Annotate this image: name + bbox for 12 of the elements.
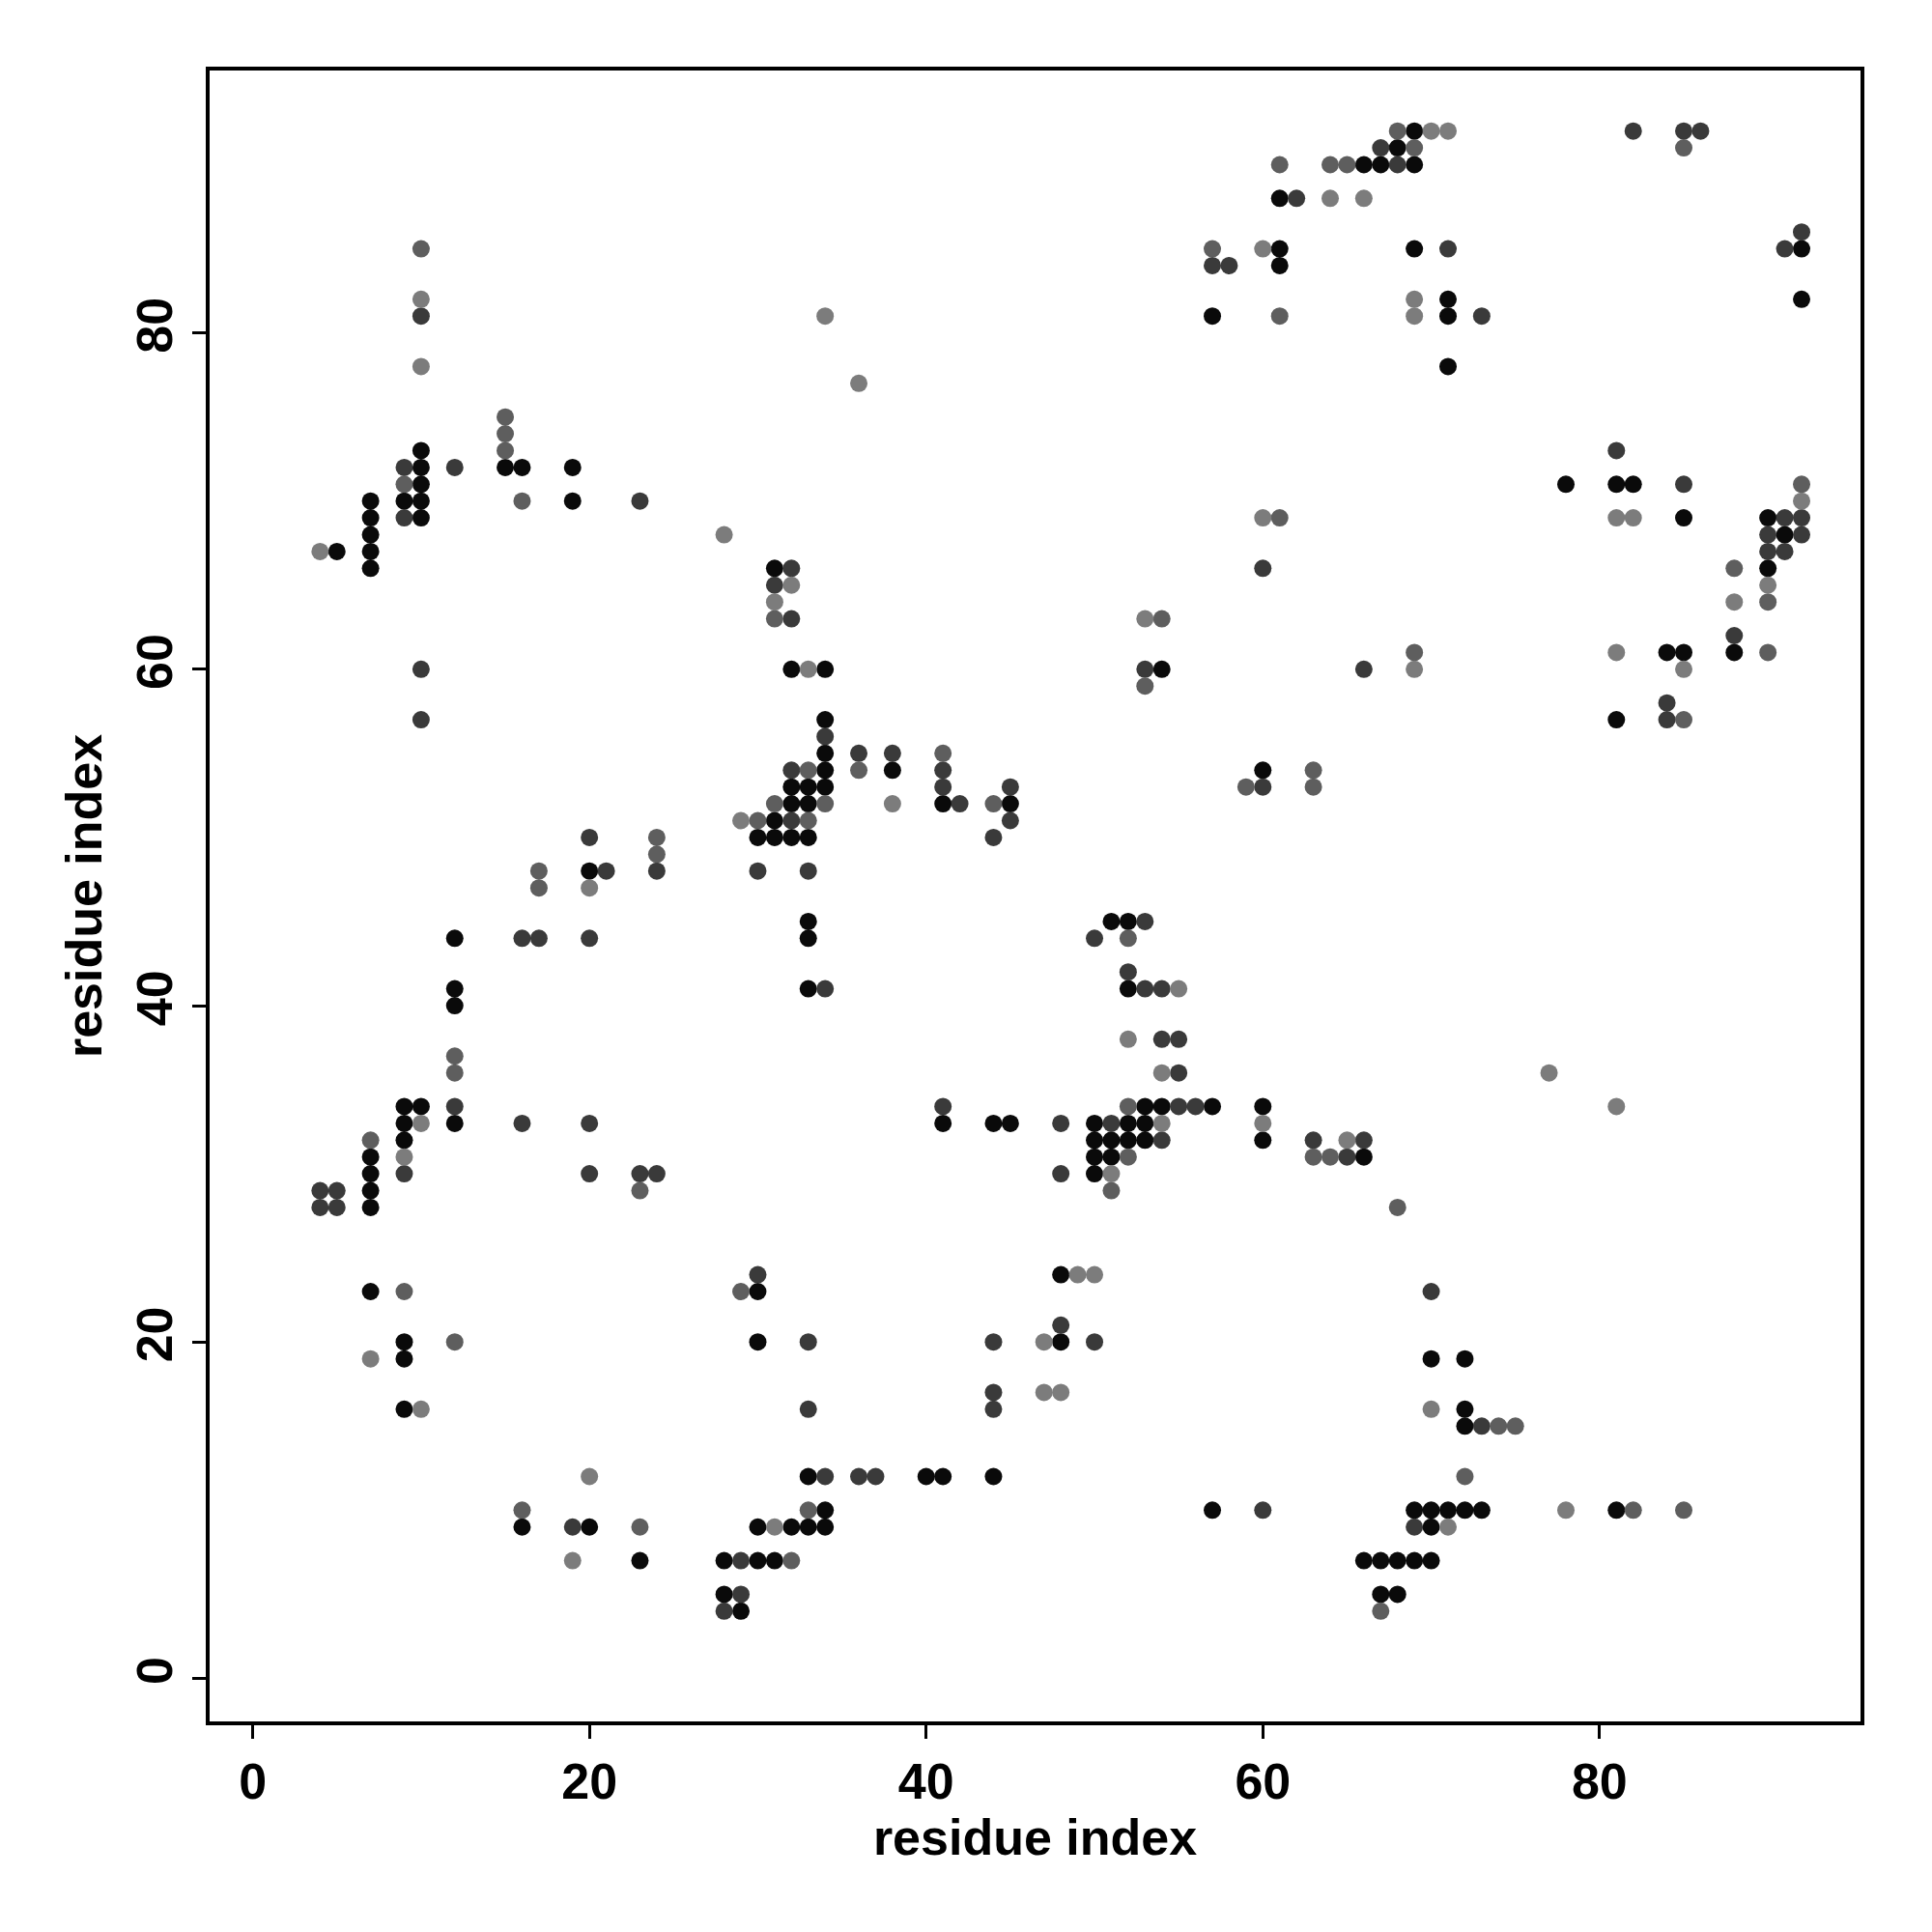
y-tick-label: 80 — [127, 297, 184, 354]
y-tick-label: 40 — [127, 970, 184, 1027]
x-tick-label: 20 — [561, 1753, 618, 1810]
y-axis-title: residue index — [56, 733, 112, 1059]
y-tick-label: 60 — [127, 634, 184, 690]
x-tick-label: 0 — [239, 1753, 268, 1810]
x-axis-title: residue index — [872, 1809, 1198, 1866]
x-tick-label: 80 — [1571, 1753, 1628, 1810]
y-tick-label: 0 — [127, 1657, 184, 1686]
x-tick-label: 60 — [1235, 1753, 1292, 1810]
x-tick-label: 40 — [897, 1753, 954, 1810]
y-tick-label: 20 — [127, 1306, 184, 1363]
